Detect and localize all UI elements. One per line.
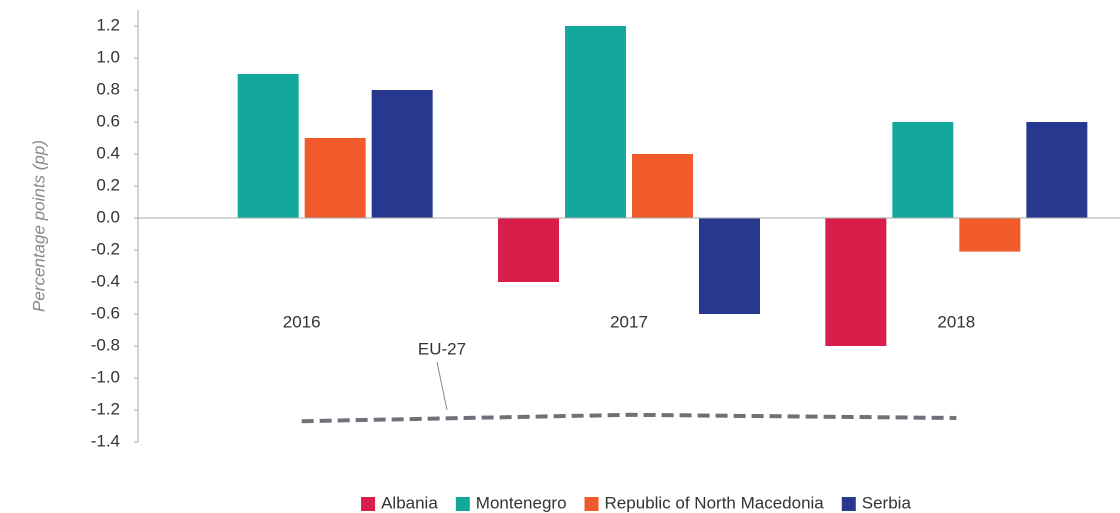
bar xyxy=(237,74,299,218)
legend-label: Montenegro xyxy=(476,493,567,512)
y-axis-title: Percentage points (pp) xyxy=(29,140,48,312)
legend-label: Albania xyxy=(381,493,438,512)
bar xyxy=(1026,122,1088,218)
y-tick-label: -1.4 xyxy=(91,431,120,450)
line-series xyxy=(301,412,957,424)
legend-swatch xyxy=(584,497,599,511)
y-tick-label: 0.0 xyxy=(96,207,120,226)
annotation-leader xyxy=(436,361,448,411)
bar xyxy=(304,138,366,218)
y-tick-label: 0.2 xyxy=(96,175,120,194)
y-tick-label: 0.8 xyxy=(96,79,120,98)
y-tick-label: 0.4 xyxy=(96,143,120,162)
bar xyxy=(825,218,887,346)
bar xyxy=(959,218,1021,252)
x-tick-label: 2018 xyxy=(937,312,975,331)
legend-label: Republic of North Macedonia xyxy=(605,493,825,512)
y-tick-label: -0.4 xyxy=(91,271,120,290)
bar xyxy=(371,90,433,218)
y-tick-label: 1.2 xyxy=(96,15,120,34)
x-tick-label: 2016 xyxy=(283,312,321,331)
bar xyxy=(699,218,760,314)
y-tick-label: 1.0 xyxy=(96,47,120,66)
x-tick-label: 2017 xyxy=(610,312,648,331)
bar xyxy=(498,218,559,282)
bar xyxy=(892,122,954,218)
y-tick-label: -0.6 xyxy=(91,303,120,322)
y-tick-label: -0.8 xyxy=(91,335,120,354)
legend-swatch xyxy=(841,497,856,511)
y-tick-label: -1.0 xyxy=(91,367,120,386)
legend-swatch xyxy=(361,497,376,511)
y-tick-label: -1.2 xyxy=(91,399,120,418)
y-tick-label: 0.6 xyxy=(96,111,120,130)
legend-swatch xyxy=(455,497,470,511)
legend-label: Serbia xyxy=(862,493,912,512)
bar xyxy=(565,26,626,218)
annotation: EU-27 xyxy=(418,339,466,358)
bar xyxy=(632,154,693,218)
y-tick-label: -0.2 xyxy=(91,239,120,258)
